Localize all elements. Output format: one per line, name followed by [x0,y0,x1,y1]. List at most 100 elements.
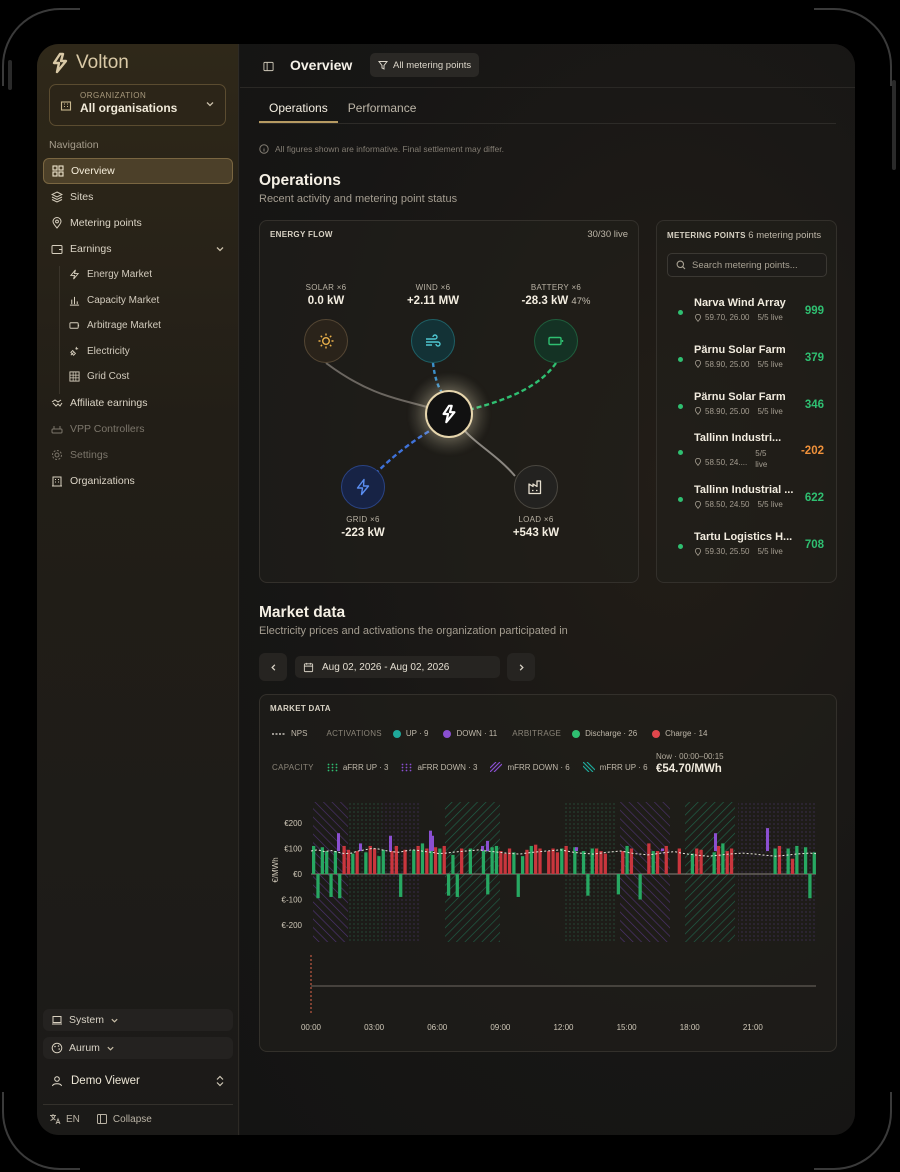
nav-item-metering-points[interactable]: Metering points [43,210,233,236]
solar-icon-circle[interactable] [304,319,348,363]
layers-icon [51,191,63,203]
grid-name: GRID ×6 [346,515,380,524]
pin-icon [694,313,702,322]
metering-points-card: METERING POINTS 6 metering points Search… [656,220,837,583]
calendar-icon [303,662,314,672]
node-solar[interactable]: SOLAR ×6 0.0 kW [281,283,371,307]
volton-logo-icon [442,404,456,424]
grid-icon-circle[interactable] [341,465,385,509]
legend-nps[interactable]: NPS [291,729,308,738]
legend-afrr-down[interactable]: aFRR DOWN · 3 [417,762,478,772]
metering-point-value: 346 [804,398,824,411]
sidebar: Volton ORGANIZATION All organisations Na… [37,44,239,1135]
status-dot [678,450,683,456]
bar-charge [538,848,542,874]
legend-mfrr-down[interactable]: mFRR DOWN · 6 [507,762,570,772]
legend-charge[interactable]: Charge · 14 [665,729,708,738]
bar-charge [555,852,560,874]
metering-point-row[interactable]: Pärnu Solar Farm 58.90, 25.00 5/5 live 346 [657,385,836,431]
date-range-picker[interactable]: Aug 02, 2026 - Aug 02, 2026 [295,656,500,678]
node-battery[interactable]: BATTERY ×6 -28.3 kW 47% [511,283,601,307]
bar-discharge [529,845,533,874]
metering-search-input[interactable]: Search metering points... [667,253,827,277]
next-date-button[interactable] [507,653,535,681]
nav-item-earnings[interactable]: Earnings [43,236,233,262]
sidebar-toggle-icon[interactable] [263,61,274,72]
nav-item-overview[interactable]: Overview [43,158,233,184]
building-icon [52,476,62,486]
organization-label: ORGANIZATION [80,91,147,100]
bar-charge [525,849,529,874]
bar-activation-down [389,835,392,852]
system-menu[interactable]: System [43,1009,233,1031]
nav-item-organizations[interactable]: Organizations [43,468,233,494]
nav-item-grid-cost[interactable]: Grid Cost [43,364,233,390]
wind-icon-circle[interactable] [411,319,455,363]
metering-point-row[interactable]: Narva Wind Array 59.70, 26.00 5/5 live 999 [657,291,836,337]
bar-charge [725,851,729,874]
load-icon-circle[interactable] [514,465,558,509]
legend-capacity-label: CAPACITY [272,762,314,772]
afrr-up-swatch [327,763,338,771]
nav-item-settings[interactable]: Settings [43,442,233,468]
market-legend-row-2: CAPACITY aFRR UP · 3 aFRR DOWN · 3 mFRR … [272,762,648,772]
bar-discharge [494,845,499,874]
x-tick-label: 12:00 [553,1023,574,1032]
theme-menu[interactable]: Aurum [43,1037,233,1059]
metering-point-value: 708 [804,539,824,551]
nav-item-capacity-market[interactable]: Capacity Market [43,288,233,314]
sidebar-collapse-icon [96,1114,107,1124]
hub-icon-circle[interactable] [425,390,473,438]
app-logo[interactable]: Volton [49,52,129,74]
user-menu[interactable]: Demo Viewer [43,1068,233,1094]
legend-discharge[interactable]: Discharge · 26 [585,729,638,738]
tab-operations[interactable]: Operations [259,99,338,123]
legend-up[interactable]: UP · 9 [405,729,429,738]
previous-date-button[interactable] [259,653,287,681]
node-wind[interactable]: WIND ×6 +2.11 MW [388,283,478,307]
nav-label: Capacity Market [87,294,160,306]
metering-filter-button[interactable]: All metering points [370,53,480,77]
node-grid[interactable]: GRID ×6 -223 kW [318,515,408,539]
bar-charge [547,851,551,874]
metering-point-row[interactable]: Pärnu Solar Farm 58.90, 25.00 5/5 live 379 [657,338,836,384]
collapse-button[interactable]: Collapse [96,1113,152,1125]
nav-label: Metering points [70,217,142,229]
bar-activation-down [359,843,362,852]
metering-point-value: -202 [800,445,824,458]
legend-activations-label: ACTIVATIONS [326,729,382,738]
flow-line-battery [471,362,557,411]
mfrr-down-swatch [490,762,503,772]
bar-discharge [399,874,403,897]
nav-label: Organizations [70,474,135,487]
nav-item-energy-market[interactable]: Energy Market [43,262,233,288]
metering-point-row[interactable]: Tallinn Industrial ... 58.50, 24.50 5/5 li… [657,478,836,524]
metering-point-row[interactable]: Tartu Logistics H... 59.30, 25.50 5/5 live… [657,525,836,571]
metering-point-coords: 59.70, 26.00 [705,313,750,322]
nav-item-sites[interactable]: Sites [43,184,233,210]
gear-icon [52,449,62,460]
organization-selector[interactable]: ORGANIZATION All organisations [49,84,226,126]
bar-discharge [581,851,586,874]
bar-discharge [520,856,525,874]
tab-performance[interactable]: Performance [347,101,417,115]
legend-mfrr-up[interactable]: mFRR UP · 6 [599,762,648,772]
legend-down[interactable]: DOWN · 11 [456,729,498,738]
bar-discharge [560,848,564,874]
bar-chart-icon [69,296,80,306]
battery-icon-circle[interactable] [534,319,578,363]
node-load[interactable]: LOAD ×6 +543 kW [491,515,581,539]
legend-afrr-up[interactable]: aFRR UP · 3 [342,762,389,772]
organization-value: All organisations [80,101,178,115]
nav-item-electricity[interactable]: Electricity [43,339,233,365]
nav-item-vpp-controllers[interactable]: VPP Controllers [43,416,233,442]
tab-bar: Operations Performance [259,99,836,124]
bar-charge [655,851,660,874]
bar-discharge [377,856,381,874]
metering-point-row[interactable]: Tallinn Industri... 58.50, 24.... 5/5 live… [657,431,836,477]
nav-item-arbitrage-market[interactable]: Arbitrage Market [43,313,233,339]
language-switcher[interactable]: EN [49,1113,80,1125]
nav-item-affiliate-earnings[interactable]: Affiliate earnings [43,390,233,416]
market-chart[interactable]: €200 €100 €0 €-100 €-200 €/MWh 00:00 03:00 06:00… [260,790,838,1045]
battery-icon [548,336,564,346]
